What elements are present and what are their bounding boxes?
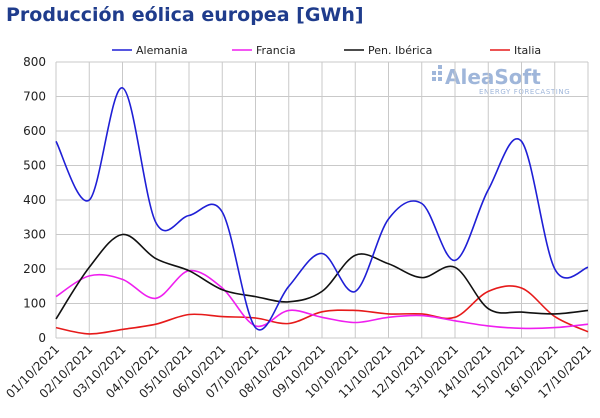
- y-tick-label: 100: [23, 297, 46, 311]
- legend: Alemania Francia Pen. Ibérica Italia: [112, 44, 541, 57]
- legend-label: Alemania: [136, 44, 188, 57]
- y-tick-label: 200: [23, 262, 46, 276]
- chart-title: Producción eólica europea [GWh]: [6, 4, 364, 26]
- y-tick-label: 0: [38, 331, 46, 345]
- y-tick-label: 600: [23, 124, 46, 138]
- aleasoft-logo: AleaSoft ENERGY FORECASTING: [432, 65, 570, 96]
- legend-label: Pen. Ibérica: [368, 44, 432, 57]
- y-axis-ticks: 0 100 200 300 400 500 600 700 800: [23, 55, 46, 345]
- y-tick-label: 300: [23, 228, 46, 242]
- y-tick-label: 800: [23, 55, 46, 69]
- series-lines: [55, 87, 589, 335]
- series-line-alemania: [55, 87, 589, 331]
- y-tick-label: 700: [23, 90, 46, 104]
- y-tick-label: 500: [23, 159, 46, 173]
- y-tick-label: 400: [23, 193, 46, 207]
- x-axis-ticks: 01/10/202102/10/202103/10/202104/10/2021…: [3, 342, 594, 401]
- logo-subtext: ENERGY FORECASTING: [479, 88, 570, 96]
- logo-mark-icon: [432, 65, 442, 81]
- grid: [55, 61, 589, 339]
- series-line-italia: [55, 285, 589, 335]
- series-line-francia: [55, 269, 589, 330]
- legend-label: Italia: [514, 44, 541, 57]
- legend-label: Francia: [256, 44, 296, 57]
- logo-text: AleaSoft: [445, 65, 541, 89]
- series-line-pen-iberica: [55, 233, 589, 320]
